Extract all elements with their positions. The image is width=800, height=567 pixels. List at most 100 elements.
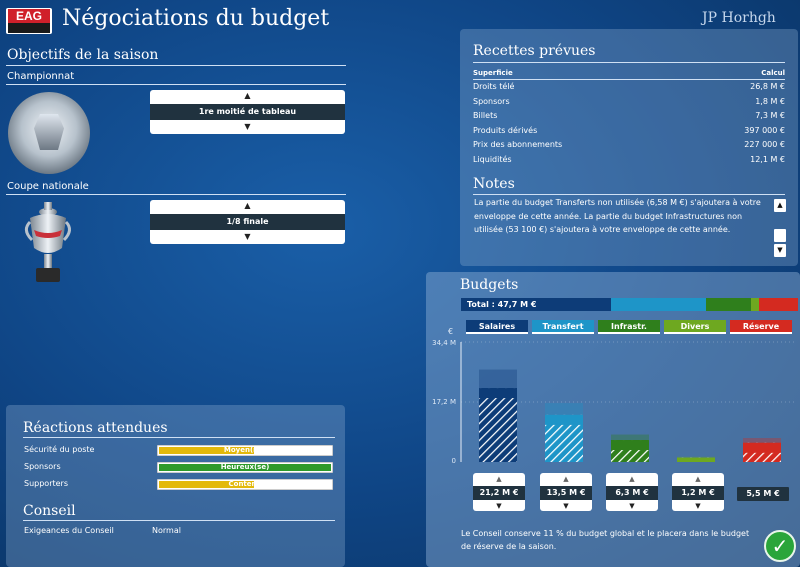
reaction-label: Sécurité du poste bbox=[24, 445, 95, 454]
chevron-up-icon[interactable]: ▲ bbox=[695, 475, 701, 483]
chevron-up-icon[interactable]: ▲ bbox=[563, 475, 569, 483]
recettes-row-value: 227 000 € bbox=[744, 140, 785, 149]
reaction-bar: Contenu bbox=[157, 479, 333, 490]
coupe-label: Coupe nationale bbox=[7, 181, 89, 192]
scroll-thumb[interactable] bbox=[774, 229, 786, 242]
reactions-divider bbox=[23, 437, 335, 438]
recettes-row: Prix des abonnements 227 000 € bbox=[473, 138, 785, 152]
recettes-row: Billets 7,3 M € bbox=[473, 109, 785, 123]
club-logo: EAG bbox=[6, 8, 52, 34]
notes-text: La partie du budget Transferts non utili… bbox=[474, 198, 761, 234]
page-title: Négociations du budget bbox=[62, 6, 330, 31]
budget-value: 21,2 M € bbox=[473, 486, 525, 500]
reaction-bar-fill bbox=[159, 481, 254, 488]
recettes-row: Liquidités 12,1 M € bbox=[473, 153, 785, 167]
category-tab[interactable]: Infrastr. bbox=[598, 320, 660, 334]
recettes-row-value: 397 000 € bbox=[744, 125, 785, 135]
category-tab[interactable]: Salaires bbox=[466, 320, 528, 334]
budget-stepper[interactable]: ▲ 6,3 M € ▼ bbox=[606, 473, 658, 511]
reaction-label: Sponsors bbox=[24, 462, 61, 471]
budgets-title: Budgets bbox=[460, 277, 519, 293]
championnat-divider bbox=[6, 84, 346, 85]
reaction-label: Supporters bbox=[24, 479, 69, 488]
total-bar-segment bbox=[461, 298, 611, 311]
budget-bar bbox=[479, 388, 517, 462]
championnat-picker[interactable]: ▲ 1re moitié de tableau ▼ bbox=[150, 90, 345, 134]
reaction-value: Moyen(ne) bbox=[223, 446, 267, 454]
category-tab[interactable]: Transfert bbox=[532, 320, 594, 334]
reactions-title: Réactions attendues bbox=[23, 420, 168, 436]
budget-bar-cap bbox=[743, 442, 781, 453]
championnat-label: Championnat bbox=[7, 71, 75, 82]
coupe-picker[interactable]: ▲ 1/8 finale ▼ bbox=[150, 200, 345, 244]
chevron-down-icon[interactable]: ▼ bbox=[496, 502, 502, 510]
budget-value: 13,5 M € bbox=[540, 486, 592, 500]
recettes-row-label: Liquidités bbox=[473, 154, 512, 164]
club-logo-text: EAG bbox=[8, 9, 50, 23]
championnat-trophy-icon bbox=[8, 92, 90, 174]
chevron-up-icon[interactable]: ▲ bbox=[629, 475, 635, 483]
recettes-col-left: Superficie bbox=[473, 69, 513, 77]
chevron-up-icon[interactable]: ▲ bbox=[244, 91, 251, 100]
recettes-col-right: Calcul bbox=[761, 69, 785, 77]
recettes-row-value: 12,1 M € bbox=[750, 154, 785, 164]
objectives-divider bbox=[6, 65, 346, 66]
recettes-row-value: 1,8 M € bbox=[755, 96, 785, 106]
y-tick-label: 0 bbox=[451, 457, 456, 465]
recettes-row-label: Produits dérivés bbox=[473, 125, 538, 135]
recettes-row: Droits télé 26,8 M € bbox=[473, 80, 785, 94]
total-bar-segment bbox=[610, 298, 707, 311]
reaction-bar-fill bbox=[159, 464, 331, 471]
conseil-title: Conseil bbox=[23, 503, 76, 519]
category-tab[interactable]: Réserve bbox=[730, 320, 792, 334]
user-name: JP Horhgh bbox=[702, 10, 776, 26]
confirm-button[interactable]: ✓ bbox=[764, 530, 796, 562]
recettes-row: Produits dérivés 397 000 € bbox=[473, 124, 785, 138]
budget-stepper[interactable]: ▲ 1,2 M € ▼ bbox=[672, 473, 724, 511]
objectives-title: Objectifs de la saison bbox=[7, 47, 159, 63]
chevron-down-icon[interactable]: ▼ bbox=[244, 122, 251, 131]
recettes-row-label: Prix des abonnements bbox=[473, 140, 563, 149]
chevron-down-icon[interactable]: ▼ bbox=[695, 502, 701, 510]
scroll-down-button[interactable]: ▼ bbox=[774, 244, 786, 257]
conseil-value: Normal bbox=[152, 526, 181, 535]
budget-chart bbox=[460, 341, 796, 462]
recettes-row-value: 26,8 M € bbox=[750, 82, 785, 91]
reaction-bar: Heureux(se) bbox=[157, 462, 333, 473]
recettes-title: Recettes prévues bbox=[473, 43, 596, 59]
reaction-value: Heureux(se) bbox=[220, 463, 270, 471]
budget-stepper[interactable]: ▲ 21,2 M € ▼ bbox=[473, 473, 525, 511]
budget-bar-cap bbox=[677, 457, 715, 462]
chevron-down-icon[interactable]: ▼ bbox=[244, 232, 251, 241]
budget-bar-cap bbox=[611, 440, 649, 451]
budget-footnote: Le Conseil conserve 11 % du budget globa… bbox=[461, 529, 750, 551]
recettes-row-label: Sponsors bbox=[473, 96, 510, 106]
reserve-value: 5,5 M € bbox=[737, 487, 789, 501]
coupe-divider bbox=[6, 194, 346, 195]
category-tab[interactable]: Divers bbox=[664, 320, 726, 334]
conseil-divider bbox=[23, 520, 335, 521]
conseil-label: Exigeances du Conseil bbox=[24, 526, 114, 535]
total-budget-label: Total : 47,7 M € bbox=[467, 300, 537, 309]
budget-stepper[interactable]: ▲ 13,5 M € ▼ bbox=[540, 473, 592, 511]
total-budget-bar: Total : 47,7 M € bbox=[461, 298, 798, 311]
recettes-row-label: Droits télé bbox=[473, 82, 515, 91]
coupe-trophy-icon bbox=[25, 202, 71, 282]
recettes-header-divider bbox=[473, 79, 785, 80]
budget-value: 6,3 M € bbox=[606, 486, 658, 500]
championnat-value: 1re moitié de tableau bbox=[150, 104, 345, 120]
notes-title: Notes bbox=[473, 176, 515, 192]
chevron-down-icon[interactable]: ▼ bbox=[629, 502, 635, 510]
chevron-up-icon[interactable]: ▲ bbox=[244, 201, 251, 210]
budget-value: 1,2 M € bbox=[672, 486, 724, 500]
recettes-panel bbox=[460, 29, 798, 266]
budget-bar-cap bbox=[545, 414, 583, 425]
budget-bar-cap bbox=[479, 388, 517, 399]
scroll-up-button[interactable]: ▲ bbox=[774, 199, 786, 212]
coupe-value: 1/8 finale bbox=[150, 214, 345, 230]
chevron-down-icon[interactable]: ▼ bbox=[563, 502, 569, 510]
total-bar-segment bbox=[706, 298, 751, 311]
recettes-row-label: Billets bbox=[473, 111, 498, 120]
reaction-value: Contenu bbox=[228, 480, 262, 488]
chevron-up-icon[interactable]: ▲ bbox=[496, 475, 502, 483]
